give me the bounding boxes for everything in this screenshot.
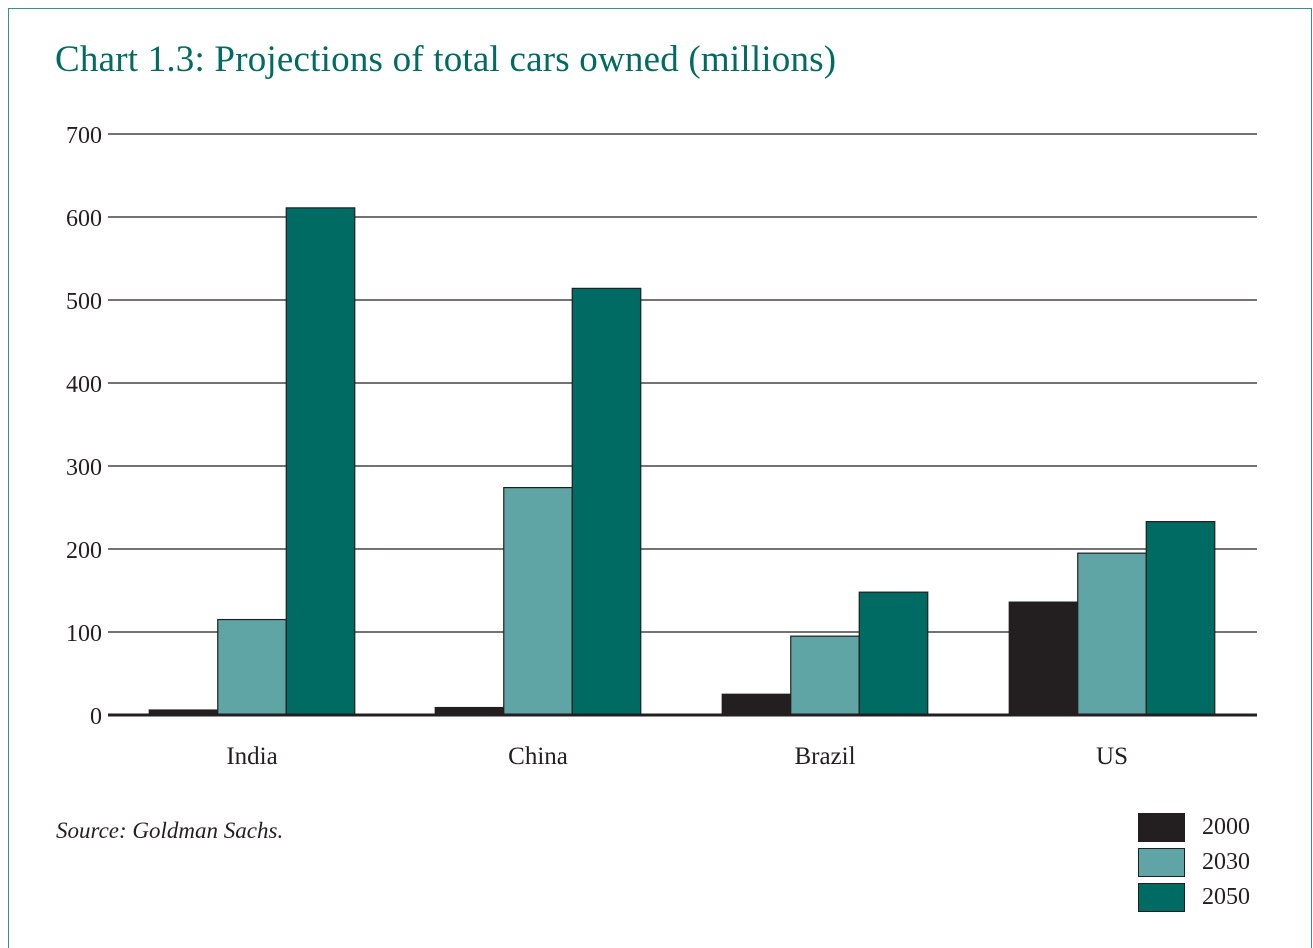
bar-brazil-2000	[721, 693, 792, 716]
bar-india-2050	[285, 207, 356, 716]
legend-item: 2050	[1138, 880, 1250, 915]
legend-label: 2050	[1202, 884, 1250, 910]
bar-us-2030	[1077, 552, 1147, 716]
y-tick-label: 700	[66, 123, 102, 149]
y-axis-ticks: 0 100 200 300 400 500 600 700	[66, 123, 102, 730]
y-tick-label: 300	[66, 455, 102, 481]
x-tick-label: Brazil	[794, 743, 855, 770]
y-tick-label: 0	[90, 704, 102, 730]
y-tick-label: 500	[66, 289, 102, 315]
bar-us-2000	[1008, 601, 1079, 716]
bar-china-2030	[503, 486, 573, 716]
legend-swatch	[1138, 848, 1185, 877]
bar-brazil-2050	[858, 591, 929, 716]
legend-item: 2000	[1138, 810, 1250, 845]
bar-india-2030	[217, 618, 287, 716]
legend: 2000 2030 2050	[1138, 810, 1250, 915]
bar-us-2050	[1145, 521, 1216, 716]
legend-label: 2000	[1202, 814, 1250, 840]
x-tick-label: US	[1096, 743, 1128, 770]
chart-title: Chart 1.3: Projections of total cars own…	[55, 39, 837, 80]
chart-frame	[8, 8, 1312, 948]
y-tick-label: 400	[66, 372, 102, 398]
bar-brazil-2030	[790, 635, 860, 716]
x-tick-label: China	[508, 743, 568, 770]
legend-swatch	[1138, 883, 1185, 912]
legend-item: 2030	[1138, 845, 1250, 880]
x-tick-label: India	[226, 743, 277, 770]
legend-swatch	[1138, 813, 1185, 842]
source-note: Source: Goldman Sachs.	[56, 818, 284, 843]
y-tick-label: 100	[66, 621, 102, 647]
legend-label: 2030	[1202, 849, 1250, 875]
bars	[148, 207, 1216, 716]
y-tick-label: 600	[66, 206, 102, 232]
y-tick-label: 200	[66, 538, 102, 564]
x-axis-ticks: India China Brazil US	[226, 743, 1128, 770]
bar-china-2050	[571, 287, 642, 716]
